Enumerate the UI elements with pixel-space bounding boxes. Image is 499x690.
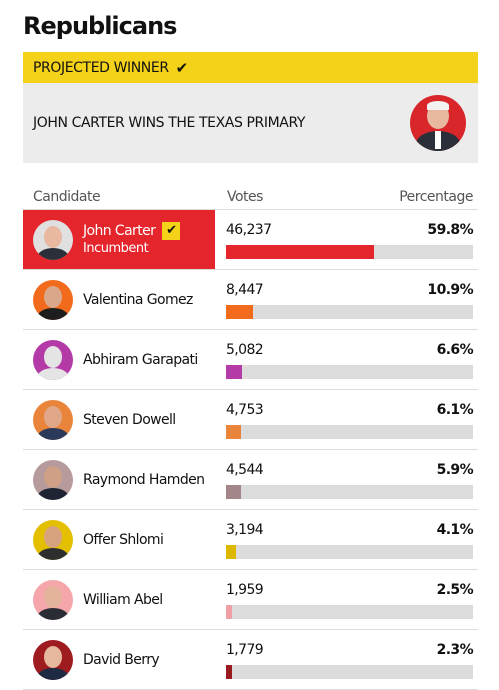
candidate-name-block: William Abel (83, 591, 163, 609)
table-row: Valentina Gomez 8,447 10.9% (23, 270, 478, 330)
column-header-candidate: Candidate (33, 189, 101, 205)
vote-percentage: 59.8% (427, 222, 473, 238)
candidate-cell: Valentina Gomez (23, 270, 215, 329)
candidate-name: Steven Dowell (83, 411, 176, 428)
vote-percentage: 10.9% (427, 282, 473, 298)
page-title: Republicans (23, 12, 177, 40)
vote-count: 5,082 (226, 342, 264, 358)
candidate-cell: Steven Dowell (23, 390, 215, 449)
vote-percentage: 6.1% (436, 402, 474, 418)
vote-percentage: 6.6% (436, 342, 474, 358)
table-row: William Abel 1,959 2.5% (23, 570, 478, 630)
vote-stats: 8,447 10.9% (215, 270, 478, 329)
winner-headline: JOHN CARTER WINS THE TEXAS PRIMARY (33, 115, 306, 131)
vote-share-fill (226, 545, 237, 559)
vote-share-fill (226, 665, 232, 679)
vote-share-bar (226, 365, 473, 379)
candidate-name: Raymond Hamden (83, 471, 205, 488)
avatar (33, 279, 73, 320)
vote-share-bar (226, 425, 473, 439)
vote-count: 3,194 (226, 522, 264, 538)
vote-stats: 5,082 6.6% (215, 330, 478, 389)
candidate-name: Offer Shlomi (83, 531, 164, 548)
vote-percentage: 2.3% (436, 642, 474, 658)
vote-share-bar (226, 605, 473, 619)
vote-stats: 3,194 4.1% (215, 510, 478, 569)
candidate-cell: David Berry (23, 630, 215, 689)
vote-count: 1,779 (226, 642, 264, 658)
vote-count: 1,959 (226, 582, 264, 598)
candidate-cell: Abhiram Garapati (23, 330, 215, 389)
vote-stats: 46,237 59.8% (215, 210, 478, 269)
column-header-percentage: Percentage (399, 189, 473, 205)
candidate-name-block: Abhiram Garapati (83, 351, 198, 369)
projected-winner-banner: PROJECTED WINNER ✔ (23, 52, 478, 83)
vote-count: 46,237 (226, 222, 272, 238)
candidate-name: John Carter (83, 222, 156, 239)
vote-share-fill (226, 245, 374, 259)
results-panel: Republicans PROJECTED WINNER ✔ JOHN CART… (23, 0, 478, 690)
vote-share-fill (226, 485, 241, 499)
table-row: Abhiram Garapati 5,082 6.6% (23, 330, 478, 390)
vote-share-bar (226, 545, 473, 559)
vote-percentage: 5.9% (436, 462, 474, 478)
projected-winner-label: PROJECTED WINNER (33, 59, 169, 76)
vote-percentage: 2.5% (436, 582, 474, 598)
winner-announcement: JOHN CARTER WINS THE TEXAS PRIMARY (23, 83, 478, 163)
avatar (33, 459, 73, 500)
candidate-cell: Offer Shlomi (23, 510, 215, 569)
avatar (33, 219, 73, 260)
vote-share-bar (226, 245, 473, 259)
vote-stats: 1,959 2.5% (215, 570, 478, 629)
vote-share-bar (226, 485, 473, 499)
candidate-name: William Abel (83, 591, 163, 608)
vote-count: 8,447 (226, 282, 264, 298)
table-row: John Carter ✔ Incumbent 46,237 59.8% (23, 209, 478, 270)
avatar (33, 639, 73, 680)
column-header-votes: Votes (227, 189, 263, 205)
candidate-name-block: Offer Shlomi (83, 531, 164, 549)
candidate-name: Valentina Gomez (83, 291, 193, 308)
vote-share-bar (226, 665, 473, 679)
candidate-cell: Raymond Hamden (23, 450, 215, 509)
winner-avatar (410, 95, 466, 151)
avatar (33, 579, 73, 620)
vote-count: 4,544 (226, 462, 264, 478)
table-header: Candidate Votes Percentage (23, 185, 478, 209)
incumbent-label: Incumbent (83, 240, 149, 256)
candidate-cell: William Abel (23, 570, 215, 629)
vote-share-fill (226, 365, 243, 379)
candidate-name-block: John Carter ✔ Incumbent (83, 221, 181, 258)
vote-share-bar (226, 305, 473, 319)
candidate-name-block: Steven Dowell (83, 411, 176, 429)
vote-share-fill (226, 605, 233, 619)
results-table: John Carter ✔ Incumbent 46,237 59.8% Valentin… (23, 209, 478, 690)
vote-stats: 1,779 2.3% (215, 630, 478, 689)
candidate-cell: John Carter ✔ Incumbent (23, 210, 215, 269)
table-row: Raymond Hamden 4,544 5.9% (23, 450, 478, 510)
vote-stats: 4,544 5.9% (215, 450, 478, 509)
vote-count: 4,753 (226, 402, 264, 418)
vote-share-fill (226, 425, 242, 439)
winner-checkmark-icon: ✔ (162, 221, 181, 240)
table-row: Steven Dowell 4,753 6.1% (23, 390, 478, 450)
candidate-name-block: David Berry (83, 651, 160, 669)
checkmark-icon: ✔ (175, 58, 189, 77)
candidate-name: Abhiram Garapati (83, 351, 198, 368)
candidate-name-block: Valentina Gomez (83, 291, 193, 309)
table-row: Offer Shlomi 3,194 4.1% (23, 510, 478, 570)
vote-percentage: 4.1% (436, 522, 474, 538)
vote-stats: 4,753 6.1% (215, 390, 478, 449)
avatar (33, 519, 73, 560)
table-row: David Berry 1,779 2.3% (23, 630, 478, 690)
avatar (33, 399, 73, 440)
candidate-name: David Berry (83, 651, 160, 668)
candidate-name-block: Raymond Hamden (83, 471, 205, 489)
vote-share-fill (226, 305, 253, 319)
avatar (33, 339, 73, 380)
